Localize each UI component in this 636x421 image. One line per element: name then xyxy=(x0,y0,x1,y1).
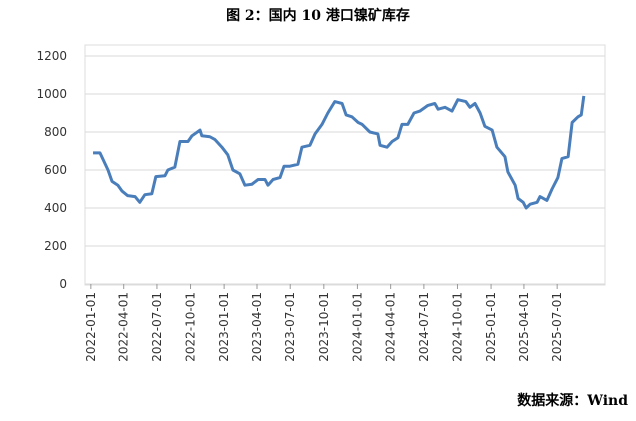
x-tick-label: 2022-10-01 xyxy=(184,292,198,362)
x-tick-label: 2023-01-01 xyxy=(217,292,231,362)
x-tick-label: 2024-10-01 xyxy=(450,292,464,362)
y-tick-label: 800 xyxy=(44,125,67,139)
x-tick-label: 2025-04-01 xyxy=(517,292,531,362)
x-tick-label: 2025-07-01 xyxy=(550,292,564,362)
x-tick-label: 2023-04-01 xyxy=(250,292,264,362)
y-tick-label: 200 xyxy=(44,239,67,253)
y-tick-label: 400 xyxy=(44,201,67,215)
data-line xyxy=(93,95,586,210)
x-tick-label: 2022-04-01 xyxy=(117,292,131,362)
y-tick-label: 600 xyxy=(44,163,67,177)
x-tick-label: 2022-01-01 xyxy=(84,292,98,362)
x-tick-label: 2023-07-01 xyxy=(283,292,297,362)
x-tick-label: 2024-07-01 xyxy=(417,292,431,362)
source-note: 数据来源：Wind xyxy=(517,392,628,409)
x-tick-label: 2025-01-01 xyxy=(484,292,498,362)
x-tick-label: 2023-10-01 xyxy=(317,292,331,362)
x-tick-label: 2024-01-01 xyxy=(350,292,364,362)
y-tick-label: 1000 xyxy=(36,87,67,101)
x-tick-label: 2022-07-01 xyxy=(150,292,164,362)
y-tick-label: 1200 xyxy=(36,49,67,63)
x-tick-label: 2024-04-01 xyxy=(384,292,398,362)
y-tick-label: 0 xyxy=(59,277,67,291)
chart-title: 图 2：国内 10 港口镍矿库存 xyxy=(226,7,410,24)
plot-frame xyxy=(84,44,606,286)
